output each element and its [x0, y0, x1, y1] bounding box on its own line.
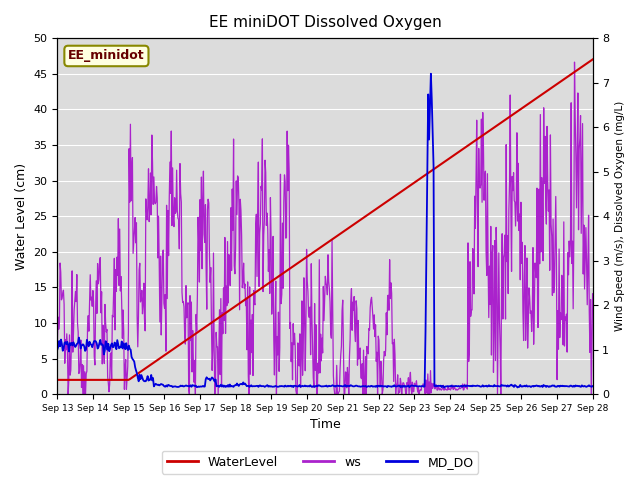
Title: EE miniDOT Dissolved Oxygen: EE miniDOT Dissolved Oxygen: [209, 15, 442, 30]
Y-axis label: Wind Speed (m/s), Dissolved Oxygen (mg/L): Wind Speed (m/s), Dissolved Oxygen (mg/L…: [615, 101, 625, 331]
X-axis label: Time: Time: [310, 419, 340, 432]
Legend: WaterLevel, ws, MD_DO: WaterLevel, ws, MD_DO: [161, 451, 479, 474]
Y-axis label: Water Level (cm): Water Level (cm): [15, 163, 28, 270]
Text: EE_minidot: EE_minidot: [68, 49, 145, 62]
